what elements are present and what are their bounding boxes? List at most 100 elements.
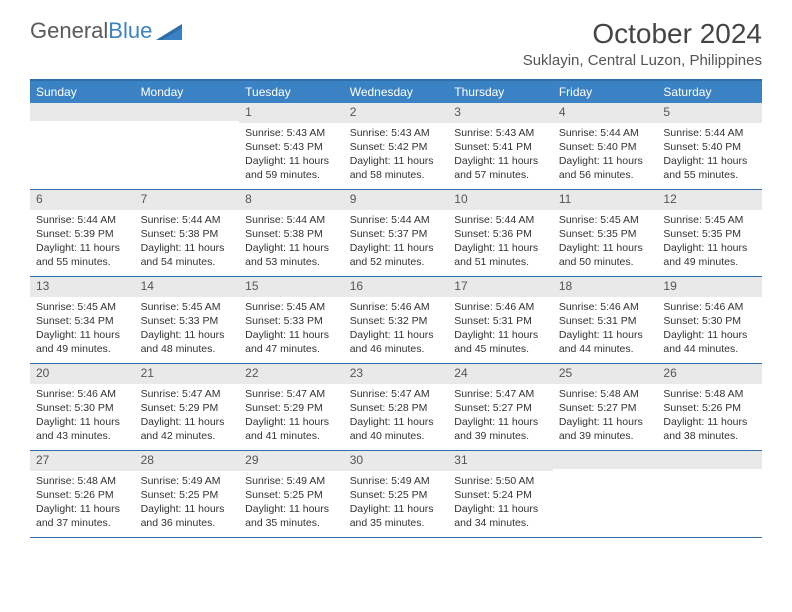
daylight-line2: and 47 minutes. [245, 342, 338, 356]
daylight-line2: and 35 minutes. [350, 516, 443, 530]
day-number [657, 451, 762, 469]
day-number: 19 [657, 277, 762, 297]
location: Suklayin, Central Luzon, Philippines [523, 52, 762, 69]
daylight-line1: Daylight: 11 hours [245, 154, 338, 168]
day-body: Sunrise: 5:46 AMSunset: 5:31 PMDaylight:… [448, 297, 553, 361]
day-cell: 5Sunrise: 5:44 AMSunset: 5:40 PMDaylight… [657, 103, 762, 189]
day-number: 2 [344, 103, 449, 123]
day-cell: 17Sunrise: 5:46 AMSunset: 5:31 PMDayligh… [448, 277, 553, 363]
sunset-text: Sunset: 5:29 PM [245, 401, 338, 415]
day-number: 29 [239, 451, 344, 471]
daylight-line2: and 58 minutes. [350, 168, 443, 182]
day-cell: 22Sunrise: 5:47 AMSunset: 5:29 PMDayligh… [239, 364, 344, 450]
sunset-text: Sunset: 5:31 PM [454, 314, 547, 328]
sunset-text: Sunset: 5:34 PM [36, 314, 129, 328]
day-cell: 20Sunrise: 5:46 AMSunset: 5:30 PMDayligh… [30, 364, 135, 450]
day-cell: 31Sunrise: 5:50 AMSunset: 5:24 PMDayligh… [448, 451, 553, 537]
day-body: Sunrise: 5:44 AMSunset: 5:38 PMDaylight:… [135, 210, 240, 274]
day-body: Sunrise: 5:46 AMSunset: 5:31 PMDaylight:… [553, 297, 658, 361]
day-cell: 29Sunrise: 5:49 AMSunset: 5:25 PMDayligh… [239, 451, 344, 537]
day-number: 21 [135, 364, 240, 384]
daylight-line1: Daylight: 11 hours [454, 241, 547, 255]
daylight-line1: Daylight: 11 hours [141, 241, 234, 255]
logo-word2: Blue [108, 18, 152, 44]
day-cell [135, 103, 240, 189]
weekday-fri: Friday [553, 81, 658, 103]
header: GeneralBlue October 2024 Suklayin, Centr… [0, 0, 792, 73]
day-number: 8 [239, 190, 344, 210]
day-number: 22 [239, 364, 344, 384]
daylight-line2: and 55 minutes. [663, 168, 756, 182]
day-number: 10 [448, 190, 553, 210]
day-number: 13 [30, 277, 135, 297]
daylight-line1: Daylight: 11 hours [141, 502, 234, 516]
day-number: 4 [553, 103, 658, 123]
daylight-line1: Daylight: 11 hours [245, 502, 338, 516]
day-cell: 7Sunrise: 5:44 AMSunset: 5:38 PMDaylight… [135, 190, 240, 276]
daylight-line1: Daylight: 11 hours [245, 328, 338, 342]
day-body: Sunrise: 5:44 AMSunset: 5:40 PMDaylight:… [553, 123, 658, 187]
sunrise-text: Sunrise: 5:45 AM [559, 213, 652, 227]
daylight-line1: Daylight: 11 hours [245, 241, 338, 255]
day-body: Sunrise: 5:44 AMSunset: 5:39 PMDaylight:… [30, 210, 135, 274]
day-number [135, 103, 240, 121]
sunset-text: Sunset: 5:29 PM [141, 401, 234, 415]
day-number: 7 [135, 190, 240, 210]
daylight-line1: Daylight: 11 hours [559, 328, 652, 342]
logo-triangle-icon [156, 22, 182, 40]
day-cell: 10Sunrise: 5:44 AMSunset: 5:36 PMDayligh… [448, 190, 553, 276]
daylight-line2: and 44 minutes. [559, 342, 652, 356]
sunrise-text: Sunrise: 5:44 AM [141, 213, 234, 227]
sunset-text: Sunset: 5:39 PM [36, 227, 129, 241]
sunrise-text: Sunrise: 5:44 AM [350, 213, 443, 227]
day-number: 23 [344, 364, 449, 384]
sunset-text: Sunset: 5:30 PM [663, 314, 756, 328]
day-number: 31 [448, 451, 553, 471]
day-body: Sunrise: 5:44 AMSunset: 5:38 PMDaylight:… [239, 210, 344, 274]
daylight-line1: Daylight: 11 hours [559, 154, 652, 168]
day-number: 1 [239, 103, 344, 123]
sunset-text: Sunset: 5:35 PM [663, 227, 756, 241]
day-cell: 16Sunrise: 5:46 AMSunset: 5:32 PMDayligh… [344, 277, 449, 363]
sunset-text: Sunset: 5:32 PM [350, 314, 443, 328]
daylight-line1: Daylight: 11 hours [36, 415, 129, 429]
sunset-text: Sunset: 5:27 PM [559, 401, 652, 415]
sunrise-text: Sunrise: 5:44 AM [454, 213, 547, 227]
day-number: 16 [344, 277, 449, 297]
day-cell [553, 451, 658, 537]
daylight-line1: Daylight: 11 hours [350, 328, 443, 342]
sunset-text: Sunset: 5:27 PM [454, 401, 547, 415]
sunrise-text: Sunrise: 5:46 AM [559, 300, 652, 314]
daylight-line2: and 48 minutes. [141, 342, 234, 356]
day-body: Sunrise: 5:45 AMSunset: 5:35 PMDaylight:… [657, 210, 762, 274]
day-body: Sunrise: 5:45 AMSunset: 5:33 PMDaylight:… [239, 297, 344, 361]
day-body: Sunrise: 5:49 AMSunset: 5:25 PMDaylight:… [239, 471, 344, 535]
weekday-wed: Wednesday [344, 81, 449, 103]
daylight-line1: Daylight: 11 hours [141, 415, 234, 429]
sunset-text: Sunset: 5:31 PM [559, 314, 652, 328]
daylight-line1: Daylight: 11 hours [454, 502, 547, 516]
sunrise-text: Sunrise: 5:48 AM [36, 474, 129, 488]
day-number: 17 [448, 277, 553, 297]
day-cell: 27Sunrise: 5:48 AMSunset: 5:26 PMDayligh… [30, 451, 135, 537]
sunset-text: Sunset: 5:26 PM [36, 488, 129, 502]
day-cell: 28Sunrise: 5:49 AMSunset: 5:25 PMDayligh… [135, 451, 240, 537]
day-body: Sunrise: 5:43 AMSunset: 5:43 PMDaylight:… [239, 123, 344, 187]
day-number: 6 [30, 190, 135, 210]
day-body: Sunrise: 5:43 AMSunset: 5:42 PMDaylight:… [344, 123, 449, 187]
sunset-text: Sunset: 5:33 PM [245, 314, 338, 328]
sunset-text: Sunset: 5:26 PM [663, 401, 756, 415]
daylight-line1: Daylight: 11 hours [663, 154, 756, 168]
sunrise-text: Sunrise: 5:47 AM [245, 387, 338, 401]
day-cell: 30Sunrise: 5:49 AMSunset: 5:25 PMDayligh… [344, 451, 449, 537]
sunset-text: Sunset: 5:40 PM [559, 140, 652, 154]
day-body: Sunrise: 5:49 AMSunset: 5:25 PMDaylight:… [135, 471, 240, 535]
day-number: 25 [553, 364, 658, 384]
sunrise-text: Sunrise: 5:43 AM [350, 126, 443, 140]
daylight-line2: and 51 minutes. [454, 255, 547, 269]
calendar: Sunday Monday Tuesday Wednesday Thursday… [30, 79, 762, 538]
day-cell: 13Sunrise: 5:45 AMSunset: 5:34 PMDayligh… [30, 277, 135, 363]
daylight-line2: and 37 minutes. [36, 516, 129, 530]
daylight-line2: and 45 minutes. [454, 342, 547, 356]
day-cell: 15Sunrise: 5:45 AMSunset: 5:33 PMDayligh… [239, 277, 344, 363]
